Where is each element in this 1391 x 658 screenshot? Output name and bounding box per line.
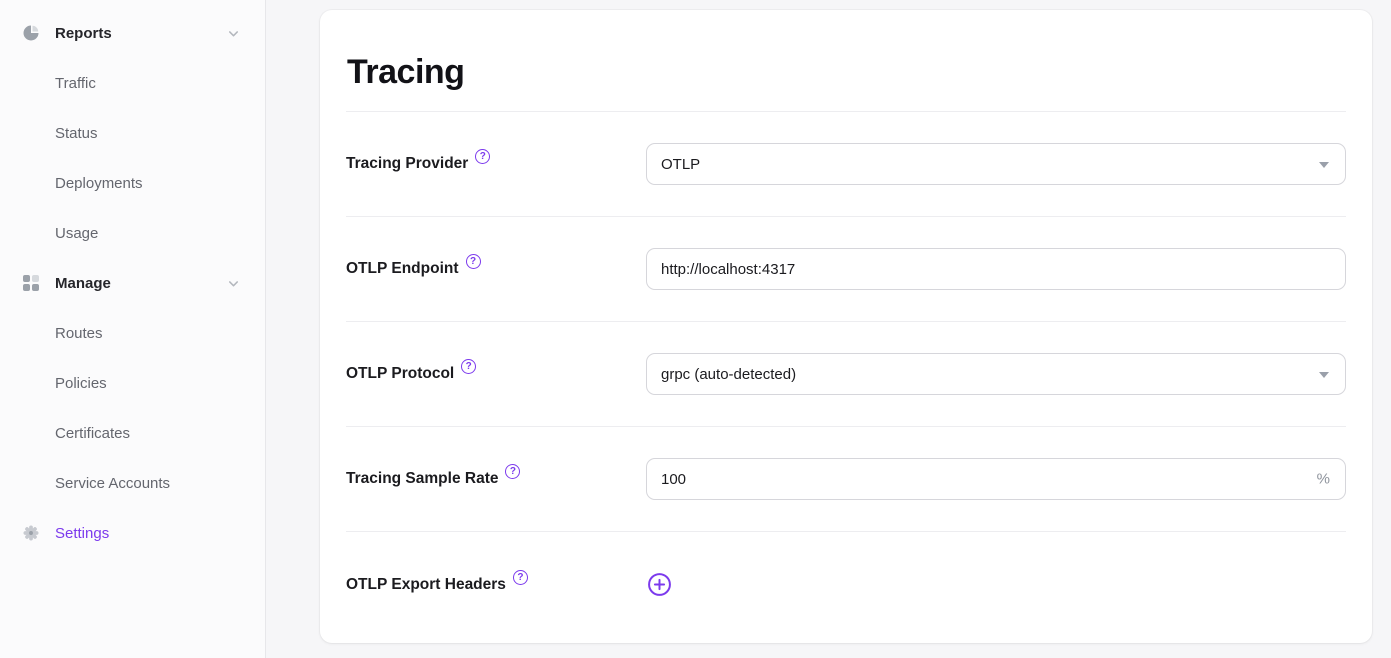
sidebar-item-label: Deployments	[55, 174, 143, 192]
field-row-tracing-provider: Tracing Provider? OTLP	[346, 112, 1346, 217]
sidebar-item-label: Manage	[55, 274, 111, 292]
select-value: grpc (auto-detected)	[661, 365, 797, 383]
field-label: OTLP Export Headers?	[346, 569, 646, 594]
sidebar-item-label: Traffic	[55, 74, 96, 92]
plus-icon	[647, 572, 672, 598]
field-control	[646, 571, 1346, 598]
sidebar: Reports Traffic Status Deployments Usage Mana…	[0, 0, 266, 658]
sidebar-item-settings[interactable]: Settings	[0, 508, 265, 558]
pie-chart-icon	[22, 24, 40, 42]
sidebar-nav: Reports Traffic Status Deployments Usage Mana…	[0, 8, 265, 558]
sidebar-item-status[interactable]: Status	[0, 108, 265, 158]
field-label-text: Tracing Provider	[346, 155, 469, 172]
sidebar-item-deployments[interactable]: Deployments	[0, 158, 265, 208]
help-icon[interactable]: ?	[465, 254, 481, 269]
field-label: Tracing Sample Rate?	[346, 464, 646, 488]
caret-down-icon	[1319, 372, 1329, 378]
sidebar-item-label: Service Accounts	[55, 474, 171, 492]
sidebar-item-usage[interactable]: Usage	[0, 208, 265, 258]
title-divider	[346, 111, 1346, 112]
otlp-protocol-select[interactable]: grpc (auto-detected)	[646, 353, 1346, 395]
field-label: OTLP Protocol?	[346, 359, 646, 383]
page-title: Tracing	[347, 53, 465, 91]
field-label: Tracing Provider?	[346, 149, 646, 173]
field-control: OTLP	[646, 143, 1346, 185]
tracing-sample-rate-input[interactable]	[646, 458, 1346, 500]
sidebar-item-label: Status	[55, 124, 98, 142]
sidebar-item-label: Usage	[55, 224, 99, 242]
sidebar-item-manage[interactable]: Manage	[0, 258, 265, 308]
field-label: OTLP Endpoint?	[346, 254, 646, 278]
help-icon[interactable]: ?	[512, 569, 528, 585]
caret-down-icon	[1319, 162, 1329, 168]
tracing-settings-card: Tracing Tracing Provider? OTLP OTLP Endpoi…	[320, 10, 1372, 643]
sidebar-item-label: Certificates	[55, 424, 131, 442]
grid-icon	[22, 274, 40, 292]
field-control: grpc (auto-detected)	[646, 353, 1346, 395]
field-row-otlp-endpoint: OTLP Endpoint?	[346, 217, 1346, 322]
field-row-tracing-sample-rate: Tracing Sample Rate?%	[346, 427, 1346, 532]
sidebar-item-service-accounts[interactable]: Service Accounts	[0, 458, 265, 508]
field-label-text: Tracing Sample Rate	[346, 470, 499, 487]
gear-icon	[22, 524, 40, 542]
sidebar-item-certificates[interactable]: Certificates	[0, 408, 265, 458]
sidebar-item-reports[interactable]: Reports	[0, 8, 265, 58]
field-label-text: OTLP Export Headers	[346, 575, 506, 593]
sidebar-item-label: Reports	[55, 24, 112, 42]
help-icon[interactable]: ?	[461, 359, 477, 374]
field-label-text: OTLP Protocol	[346, 365, 455, 382]
help-icon[interactable]: ?	[505, 464, 521, 479]
sidebar-item-policies[interactable]: Policies	[0, 358, 265, 408]
field-control	[646, 248, 1346, 290]
sidebar-item-traffic[interactable]: Traffic	[0, 58, 265, 108]
field-label-text: OTLP Endpoint	[346, 260, 459, 277]
sidebar-item-label: Policies	[55, 374, 107, 392]
tracing-provider-select[interactable]: OTLP	[646, 143, 1346, 185]
select-value: OTLP	[661, 155, 701, 173]
main-content: Tracing Tracing Provider? OTLP OTLP Endpoi…	[266, 0, 1391, 658]
chevron-down-icon[interactable]	[226, 26, 241, 41]
field-row-otlp-protocol: OTLP Protocol? grpc (auto-detected)	[346, 322, 1346, 427]
sidebar-item-label: Settings	[55, 524, 110, 542]
add-header-button[interactable]	[647, 572, 673, 598]
otlp-endpoint-input[interactable]	[646, 248, 1346, 290]
chevron-down-icon[interactable]	[226, 276, 241, 291]
field-row-otlp-export-headers: OTLP Export Headers?	[346, 532, 1346, 637]
sidebar-item-routes[interactable]: Routes	[0, 308, 265, 358]
help-icon[interactable]: ?	[475, 149, 491, 164]
field-control: %	[646, 458, 1346, 500]
sidebar-item-label: Routes	[55, 324, 103, 342]
